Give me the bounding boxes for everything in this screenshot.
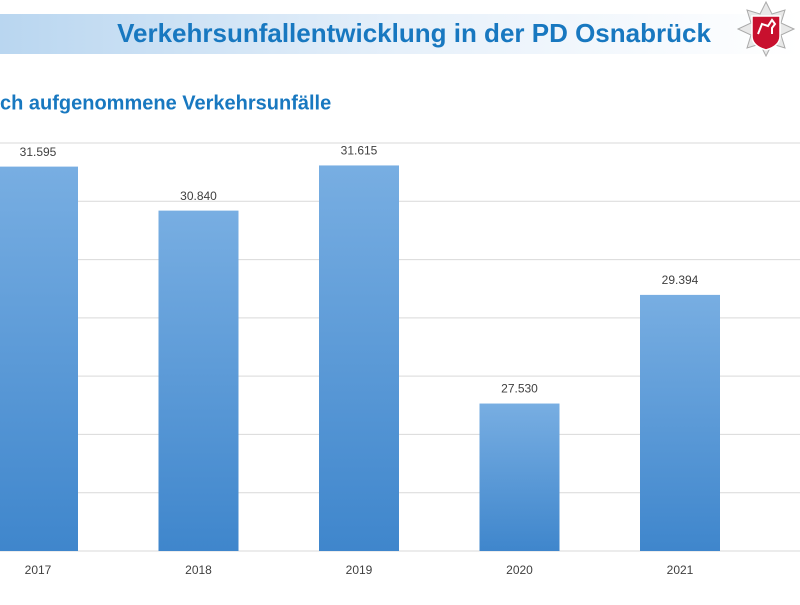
value-label: 27.530 xyxy=(501,382,538,396)
header-band xyxy=(0,14,800,54)
chart-title: ch aufgenommene Verkehrsunfälle xyxy=(0,92,331,114)
x-tick-label: 2019 xyxy=(346,563,373,577)
value-label: 31.615 xyxy=(341,144,378,158)
x-tick-label: 2017 xyxy=(25,563,52,577)
bar xyxy=(0,166,78,551)
x-tick-label: 2020 xyxy=(506,563,533,577)
bar xyxy=(640,294,720,551)
value-label: 30.840 xyxy=(180,189,217,203)
x-tick-label: 2021 xyxy=(667,563,694,577)
bar xyxy=(319,165,399,551)
bar xyxy=(158,210,239,551)
bar xyxy=(479,403,560,551)
x-tick-label: 2018 xyxy=(185,563,212,577)
logo xyxy=(736,0,796,58)
value-label: 29.394 xyxy=(662,273,699,287)
header-title: Verkehrsunfallentwicklung in der PD Osna… xyxy=(117,18,711,48)
value-label: 31.595 xyxy=(20,145,57,159)
